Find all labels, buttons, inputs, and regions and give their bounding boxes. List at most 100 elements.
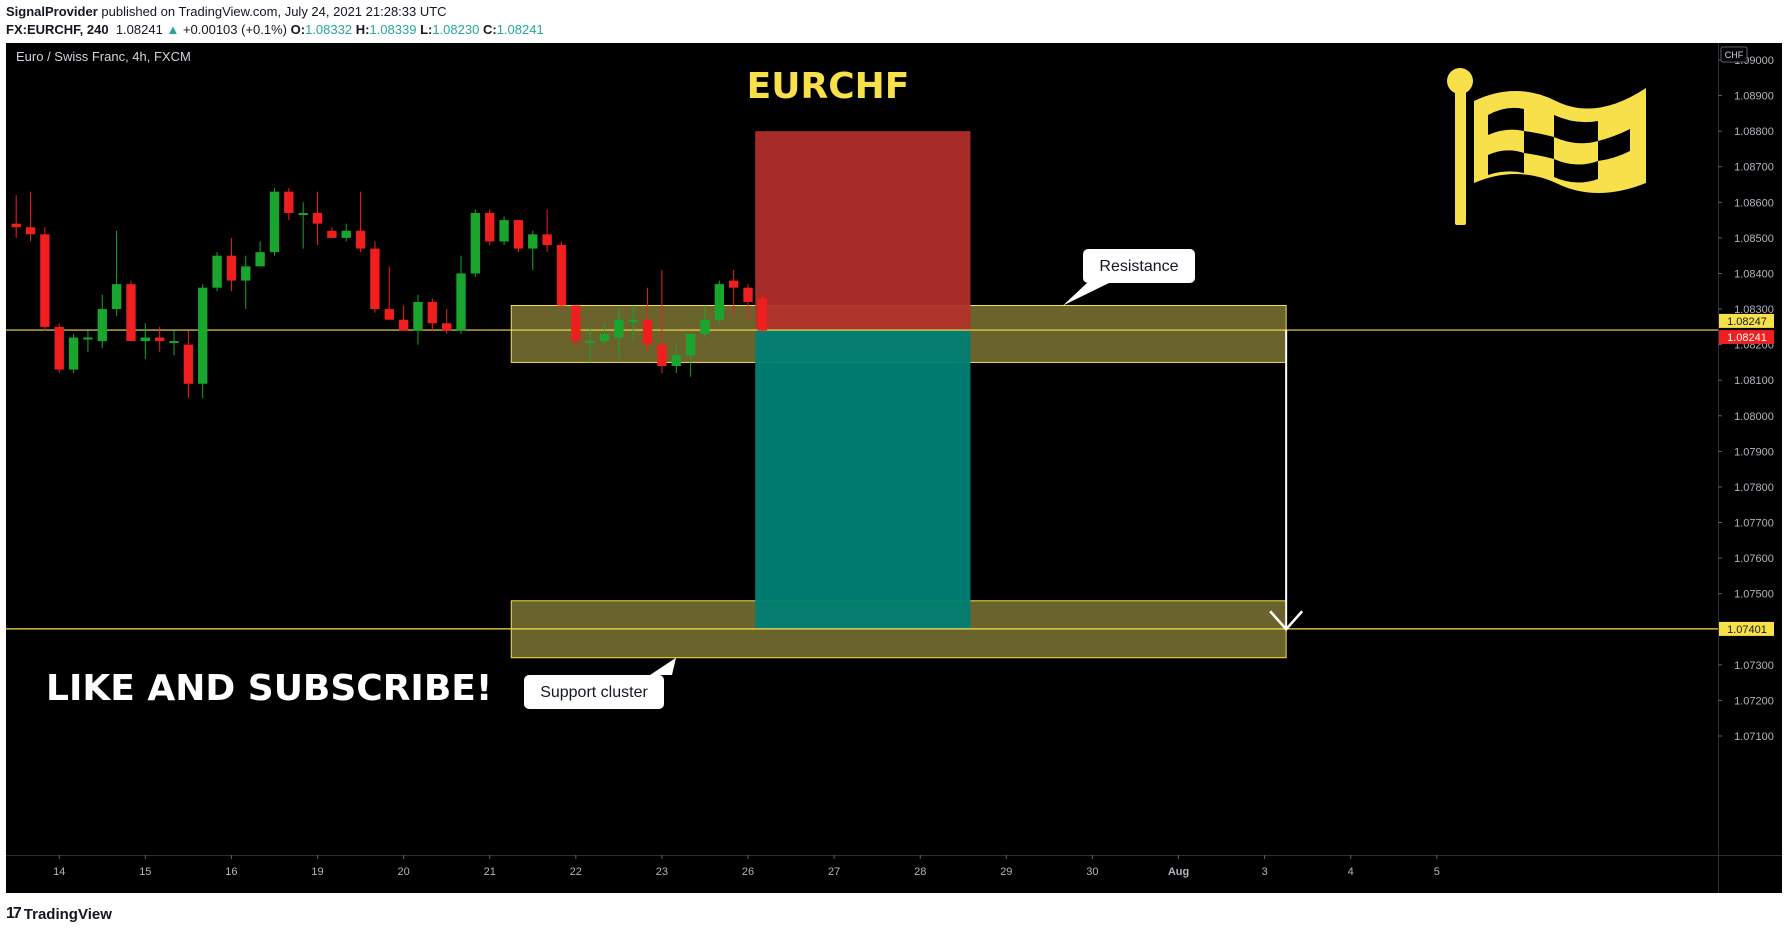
- candle: [25, 191, 36, 242]
- low-label: L:: [420, 22, 433, 37]
- checkered-flag-icon: [1447, 68, 1646, 225]
- candle-body: [470, 212, 481, 274]
- candle-body: [556, 245, 567, 306]
- time-tick-label: 16: [225, 866, 237, 878]
- price-tick-label: 1.08900: [1734, 91, 1774, 103]
- price-tick-label: 1.07300: [1734, 660, 1774, 672]
- candle-body: [456, 273, 466, 331]
- candle: [714, 280, 724, 324]
- candle: [54, 323, 64, 374]
- callout-text: Support cluster: [540, 684, 648, 701]
- candle: [355, 191, 366, 253]
- candle: [470, 209, 481, 278]
- time-tick-label: 20: [398, 866, 410, 878]
- price-label-text: 1.07401: [1727, 624, 1767, 636]
- candle-body: [513, 220, 524, 249]
- price-label: 1.07401: [1719, 621, 1774, 636]
- price-tick-label: 1.07900: [1734, 446, 1774, 458]
- candle-body: [341, 230, 351, 238]
- stop-loss-zone[interactable]: [755, 131, 971, 331]
- price-label-box: [1719, 313, 1774, 328]
- candle: [384, 266, 394, 320]
- candle: [528, 230, 538, 270]
- candle-body: [169, 341, 179, 344]
- candle-body: [398, 319, 409, 331]
- price-label: 1.08241: [1719, 330, 1774, 345]
- candle: [513, 220, 524, 253]
- price-tick-label: 1.08500: [1734, 233, 1774, 245]
- candle-body: [355, 230, 366, 249]
- candle: [442, 309, 452, 334]
- candle-body: [25, 227, 36, 235]
- published-text: published on TradingView.com, July 24, 2…: [101, 4, 447, 19]
- candle: [284, 188, 294, 221]
- candle-body: [671, 355, 681, 366]
- candle: [599, 323, 610, 345]
- price-tick-label: 1.07800: [1734, 482, 1774, 494]
- price-tick-label: 1.08000: [1734, 411, 1774, 423]
- tradingview-logo-icon: 17: [6, 905, 22, 922]
- candle: [642, 287, 653, 352]
- candle-body: [198, 287, 208, 384]
- price-tick-label: 1.08300: [1734, 304, 1774, 316]
- candle-body: [11, 223, 21, 228]
- change-arrow: ▲: [166, 22, 180, 37]
- time-tick-label: 21: [484, 866, 496, 878]
- candle: [11, 195, 21, 238]
- candle: [97, 294, 107, 349]
- candle-body: [614, 319, 624, 338]
- candle-body: [642, 319, 653, 345]
- time-tick-label: 14: [53, 866, 65, 878]
- chart-title: EURCHF: [747, 66, 910, 107]
- time-tick-label: 26: [742, 866, 754, 878]
- price-tick-label: 1.08700: [1734, 162, 1774, 174]
- candle-body: [155, 337, 165, 342]
- price-chart[interactable]: Euro / Swiss Franc, 4h, FXCM EURCHF LIKE…: [6, 43, 1782, 893]
- high-value: 1.08339: [369, 22, 417, 37]
- candle: [169, 330, 179, 356]
- symbol-label: FX:EURCHF, 240: [6, 22, 109, 37]
- candle: [427, 298, 437, 331]
- annotation-callout-1[interactable]: Resistance: [1063, 249, 1195, 306]
- candle: [700, 305, 710, 338]
- publisher-name[interactable]: SignalProvider: [6, 4, 98, 19]
- chart-area[interactable]: Euro / Swiss Franc, 4h, FXCM EURCHF LIKE…: [6, 43, 1782, 893]
- tradingview-brand[interactable]: 17 TradingView: [6, 905, 112, 923]
- candle-body: [126, 284, 136, 342]
- candle-body: [40, 234, 50, 327]
- candle: [298, 202, 308, 249]
- candle: [413, 294, 423, 345]
- candle: [556, 241, 567, 310]
- price-label: 1.08247: [1719, 313, 1774, 328]
- candle-body: [413, 301, 423, 331]
- take-profit-zone[interactable]: [755, 330, 971, 629]
- close-label: C:: [482, 22, 497, 37]
- price-axis-border: [1718, 43, 1719, 893]
- like-subscribe-text: LIKE AND SUBSCRIBE!: [46, 668, 492, 709]
- price-tick-label: 1.07700: [1734, 518, 1774, 530]
- time-tick-label: 22: [570, 866, 582, 878]
- target-arrow-head[interactable]: [1269, 610, 1304, 632]
- candle-body: [657, 344, 667, 366]
- candle: [729, 269, 739, 317]
- candle-body: [384, 309, 394, 320]
- candle: [126, 280, 136, 342]
- time-axis-border: [6, 855, 1782, 856]
- instrument-label: Euro / Swiss Franc, 4h, FXCM: [16, 49, 191, 64]
- publish-info: SignalProvider published on TradingView.…: [6, 4, 447, 19]
- candle-body: [714, 284, 724, 320]
- candle-body: [571, 305, 581, 342]
- candle: [111, 230, 122, 317]
- price-tick-label: 1.08800: [1734, 126, 1774, 138]
- time-tick-label: Aug: [1168, 866, 1189, 878]
- price-tick-label: 1.08400: [1734, 268, 1774, 280]
- annotation-callout-2[interactable]: Support cluster: [524, 657, 676, 709]
- candle-body: [499, 220, 509, 242]
- price-tick-label: 1.08100: [1734, 375, 1774, 387]
- candle-body: [226, 255, 237, 281]
- candle: [212, 252, 222, 292]
- currency-badge-text: CHF: [1725, 50, 1744, 60]
- price-tick-label: 1.07500: [1734, 589, 1774, 601]
- time-tick-label: 30: [1086, 866, 1098, 878]
- low-value: 1.08230: [432, 22, 480, 37]
